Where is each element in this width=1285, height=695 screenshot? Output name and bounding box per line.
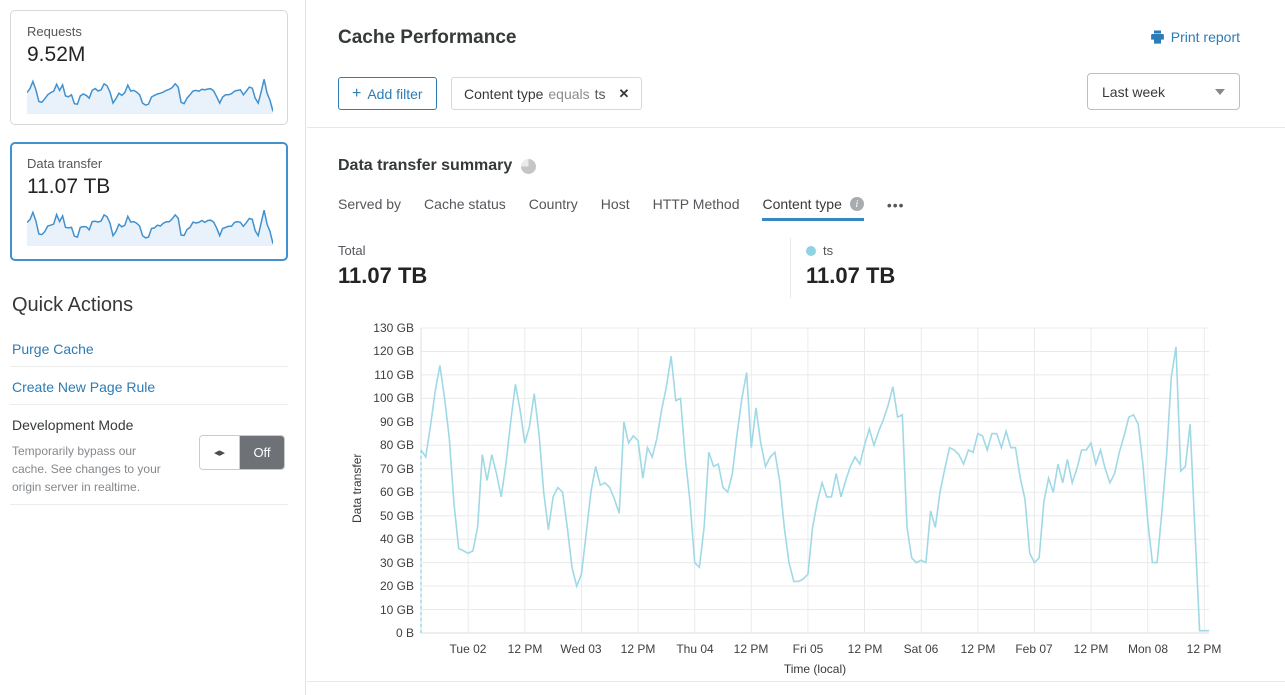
quick-actions-title: Quick Actions — [12, 294, 134, 316]
data-transfer-sparkline — [27, 210, 273, 246]
x-tick-label: 12 PM — [507, 642, 543, 656]
x-tick-label: Fri 05 — [792, 642, 824, 656]
y-axis-title: Data transfer — [350, 453, 364, 523]
x-tick-label: Wed 03 — [560, 642, 602, 656]
metric-label: Data transfer — [27, 156, 103, 171]
divider — [790, 238, 791, 298]
x-tick-label: Tue 02 — [449, 642, 487, 656]
development-mode-toggle[interactable]: ◂▸ Off — [199, 435, 285, 470]
divider — [10, 366, 288, 367]
x-tick-label: Mon 08 — [1127, 642, 1169, 656]
tab-content-type-label: Content type — [762, 196, 842, 212]
total-value: 11.07 TB — [338, 263, 428, 288]
page-title: Cache Performance — [338, 27, 517, 48]
y-tick-label: 40 GB — [379, 532, 414, 546]
y-tick-label: 0 B — [395, 626, 414, 640]
metric-value: 9.52M — [27, 43, 86, 66]
metric-label: Requests — [27, 24, 82, 39]
time-range-value: Last week — [1102, 83, 1166, 100]
x-tick-label: 12 PM — [733, 642, 769, 656]
tab-host[interactable]: Host — [600, 196, 630, 212]
x-tick-label: Thu 04 — [676, 642, 714, 656]
remove-filter-icon[interactable]: ✕ — [618, 85, 630, 101]
summary-title-row: Data transfer summary — [338, 157, 537, 175]
filter-operator: equals — [548, 85, 590, 102]
total-stat: Total 11.07 TB — [338, 243, 427, 289]
y-tick-label: 20 GB — [379, 579, 414, 593]
requests-sparkline — [27, 79, 273, 114]
x-axis-title: Time (local) — [783, 662, 847, 676]
y-tick-label: 70 GB — [379, 462, 414, 476]
divider — [10, 404, 288, 405]
x-tick-label: Sat 06 — [903, 642, 939, 656]
x-tick-label: 12 PM — [620, 642, 656, 656]
tab-served-by[interactable]: Served by — [338, 196, 402, 212]
info-icon[interactable]: i — [849, 197, 864, 211]
tab-country[interactable]: Country — [528, 196, 578, 212]
ts-value: 11.07 TB — [806, 263, 896, 288]
legend-dot — [806, 245, 816, 256]
filter-chip[interactable]: Content type equals ts ✕ — [451, 77, 643, 110]
summary-tabs: Served by Cache status Country Host HTTP… — [338, 196, 905, 221]
tab-content-type[interactable]: Content type i — [762, 196, 864, 221]
print-report-label: Print report — [1170, 29, 1240, 45]
y-tick-label: 130 GB — [373, 321, 414, 335]
development-mode-title: Development Mode — [12, 417, 134, 433]
development-mode-description: Temporarily bypass our cache. See change… — [12, 444, 161, 494]
purge-cache-link[interactable]: Purge Cache — [12, 341, 94, 357]
y-tick-label: 90 GB — [379, 415, 414, 429]
chevron-down-icon — [1215, 88, 1225, 95]
divider — [10, 504, 288, 505]
toggle-off-label: Off — [240, 436, 284, 469]
data-transfer-chart: 0 B 10 GB 20 GB 30 GB 40 GB 50 GB 60 GB 70 GB 80… — [338, 318, 1238, 680]
metric-value: 11.07 TB — [27, 175, 111, 198]
pie-chart-icon — [521, 158, 537, 174]
print-report-link[interactable]: Print report — [1150, 29, 1240, 45]
metric-card-data-transfer[interactable]: Data transfer 11.07 TB — [10, 142, 288, 261]
toggle-arrows-icon: ◂▸ — [200, 436, 240, 469]
plus-icon: + — [352, 84, 362, 102]
y-tick-label: 80 GB — [379, 438, 414, 452]
summary-title: Data transfer summary — [338, 157, 513, 174]
main-panel: Cache Performance Print report + Add fil… — [305, 0, 1285, 695]
sidebar: Requests 9.52M Data transfer 11.07 TB Qu… — [0, 0, 305, 695]
y-tick-label: 100 GB — [373, 391, 414, 405]
time-range-select[interactable]: Last week — [1087, 73, 1240, 110]
y-tick-label: 120 GB — [373, 344, 414, 358]
x-tick-label: Feb 07 — [1015, 642, 1053, 656]
y-tick-label: 10 GB — [379, 603, 414, 617]
ts-stat: ts 11.07 TB — [806, 243, 895, 289]
y-tick-label: 50 GB — [379, 509, 414, 523]
x-tick-label: 12 PM — [847, 642, 883, 656]
total-label: Total — [338, 243, 366, 258]
x-tick-label: 12 PM — [960, 642, 996, 656]
create-new-page-rule-link[interactable]: Create New Page Rule — [12, 379, 156, 395]
y-tick-label: 60 GB — [379, 485, 414, 499]
y-tick-label: 30 GB — [379, 556, 414, 570]
more-options-button[interactable]: ••• — [886, 197, 905, 213]
add-filter-label: Add filter — [367, 85, 423, 102]
divider — [307, 681, 1285, 682]
filter-field: Content type — [464, 85, 544, 102]
divider — [307, 127, 1285, 128]
tab-http-method[interactable]: HTTP Method — [652, 196, 740, 212]
filter-value: ts — [594, 85, 606, 102]
x-tick-label: 12 PM — [1073, 642, 1109, 656]
y-tick-label: 110 GB — [374, 368, 414, 382]
metric-card-requests[interactable]: Requests 9.52M — [10, 10, 288, 125]
tab-cache-status[interactable]: Cache status — [424, 196, 506, 212]
printer-icon — [1150, 30, 1164, 44]
add-filter-button[interactable]: + Add filter — [338, 77, 437, 110]
x-tick-label: 12 PM — [1186, 642, 1222, 656]
legend-label: ts — [823, 243, 834, 258]
